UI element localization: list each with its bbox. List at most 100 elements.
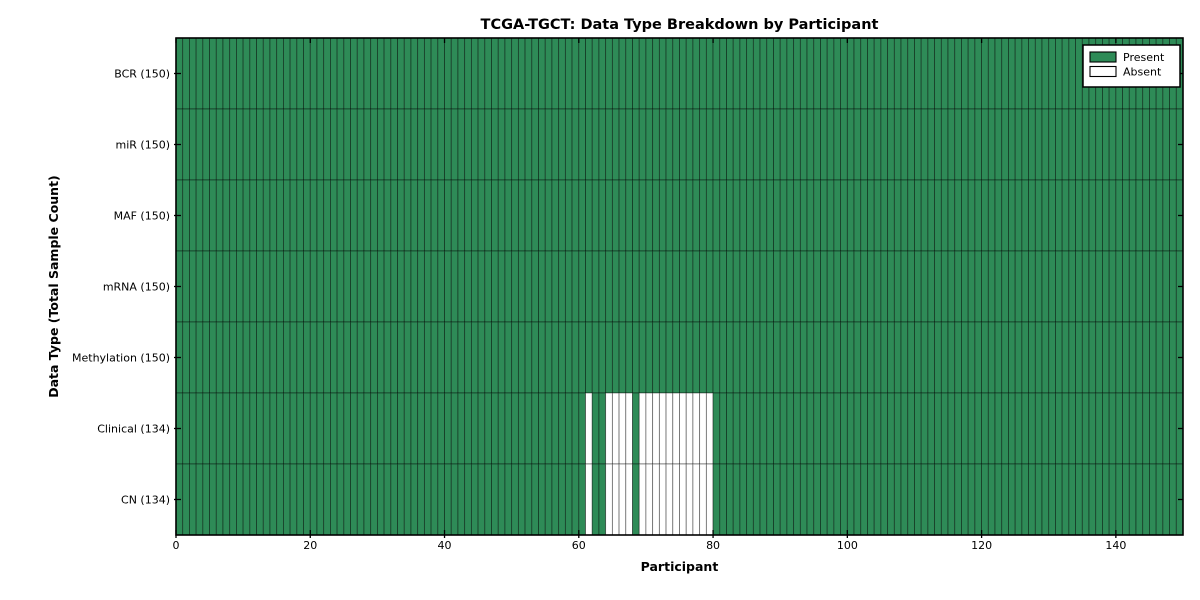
heatmap-cell — [511, 179, 519, 252]
heatmap-cell — [719, 321, 727, 394]
heatmap-cell — [867, 392, 875, 465]
heatmap-cell — [786, 463, 795, 536]
heatmap-cell — [276, 250, 284, 323]
heatmap-cell — [994, 321, 1003, 394]
heatmap-cell — [417, 179, 425, 252]
heatmap-cell — [316, 37, 325, 110]
heatmap-cell — [981, 250, 989, 323]
heatmap-cell — [363, 321, 372, 394]
heatmap-cell — [1122, 463, 1130, 536]
heatmap-cell — [363, 250, 372, 323]
heatmap-cell — [437, 250, 445, 323]
heatmap-cell — [1115, 250, 1123, 323]
heatmap-cell — [853, 392, 862, 465]
heatmap-cell — [491, 250, 499, 323]
x-tick-labels: 0 20 40 60 80 100 120 140 — [173, 539, 1127, 552]
heatmap-cell — [1061, 463, 1070, 536]
heatmap-cell — [907, 250, 915, 323]
heatmap-cell — [585, 321, 593, 394]
heatmap-cell — [330, 179, 338, 252]
heatmap-cell — [309, 392, 318, 465]
heatmap-cell — [699, 463, 707, 536]
heatmap-cell — [1061, 108, 1070, 181]
heatmap-cell — [645, 250, 654, 323]
heatmap-cell — [739, 108, 748, 181]
heatmap-cell — [1068, 37, 1076, 110]
heatmap-cell — [652, 392, 660, 465]
heatmap-cell — [987, 179, 996, 252]
heatmap-cell — [504, 392, 513, 465]
heatmap-cell — [934, 392, 942, 465]
heatmap-cell — [403, 37, 412, 110]
heatmap-cell — [692, 392, 701, 465]
heatmap-cell — [222, 37, 231, 110]
heatmap-cell — [806, 321, 815, 394]
heatmap-cell — [309, 37, 318, 110]
heatmap-cell — [1048, 250, 1056, 323]
heatmap-cell — [410, 392, 419, 465]
heatmap-cell — [685, 463, 694, 536]
heatmap-cell — [470, 250, 479, 323]
heatmap-cell — [215, 321, 224, 394]
heatmap-cell — [1014, 392, 1023, 465]
heatmap-cell — [591, 108, 600, 181]
heatmap-cell — [846, 250, 855, 323]
heatmap-cell — [296, 321, 304, 394]
heatmap-cell — [981, 179, 989, 252]
heatmap-cell — [578, 179, 586, 252]
heatmap-cell — [256, 321, 264, 394]
heatmap-cell — [491, 179, 499, 252]
heatmap-cell — [1108, 108, 1117, 181]
heatmap-cell — [900, 463, 909, 536]
heatmap-cell — [739, 321, 748, 394]
heatmap-cell — [423, 321, 432, 394]
heatmap-cell — [705, 250, 714, 323]
heatmap-cell — [625, 37, 633, 110]
heatmap-cell — [954, 250, 962, 323]
heatmap-cell — [793, 392, 801, 465]
y-tick-label: miR (150) — [116, 138, 171, 151]
heatmap-cell — [632, 392, 640, 465]
heatmap-cell — [893, 108, 902, 181]
heatmap-cell — [665, 321, 674, 394]
heatmap-cell — [638, 179, 647, 252]
heatmap-cell — [625, 463, 633, 536]
heatmap-cell — [1001, 463, 1009, 536]
heatmap-cell — [444, 179, 452, 252]
heatmap-cell — [947, 108, 956, 181]
x-axis-label: Participant — [641, 559, 719, 574]
heatmap-cell — [638, 321, 647, 394]
heatmap-cell — [1162, 250, 1170, 323]
heatmap-cell — [880, 250, 889, 323]
heatmap-cell — [605, 250, 613, 323]
heatmap-cell — [699, 250, 707, 323]
heatmap-cell — [1001, 179, 1009, 252]
heatmap-cell — [846, 463, 855, 536]
heatmap-cell — [390, 463, 398, 536]
heatmap-cell — [558, 179, 566, 252]
heatmap-cell — [873, 37, 882, 110]
heatmap-cell — [685, 108, 694, 181]
heatmap-cell — [611, 392, 620, 465]
heatmap-cell — [189, 179, 197, 252]
heatmap-cell — [1108, 463, 1117, 536]
heatmap-cell — [1142, 463, 1150, 536]
heatmap-cell — [363, 179, 372, 252]
heatmap-cell — [605, 179, 613, 252]
heatmap-cell — [840, 179, 848, 252]
heatmap-cell — [450, 392, 459, 465]
heatmap-cell — [564, 179, 573, 252]
heatmap-cell — [397, 179, 405, 252]
heatmap-cell — [1028, 250, 1036, 323]
heatmap-cell — [390, 37, 398, 110]
heatmap-cell — [343, 108, 351, 181]
heatmap-cell — [846, 108, 855, 181]
heatmap-cell — [739, 392, 748, 465]
heatmap-cell — [1149, 321, 1157, 394]
heatmap-cell — [820, 392, 828, 465]
heatmap-cell — [658, 250, 667, 323]
heatmap-cell — [826, 321, 835, 394]
heatmap-cell — [276, 321, 284, 394]
heatmap-cell — [712, 321, 721, 394]
heatmap-cell — [417, 392, 425, 465]
